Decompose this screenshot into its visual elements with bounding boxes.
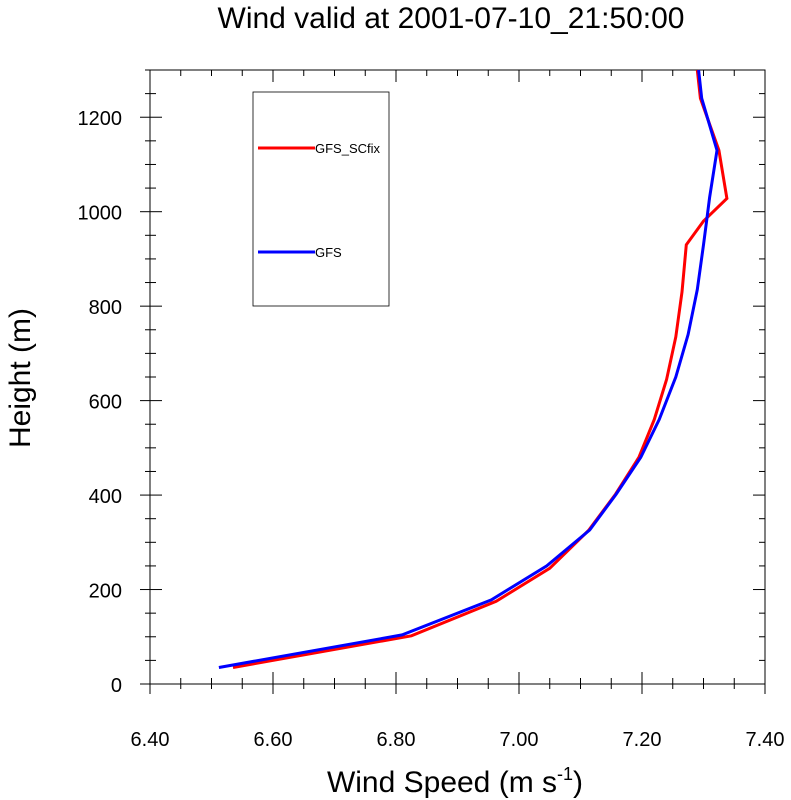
x-tick-label: 7.00 (500, 729, 539, 751)
x-tick-label: 6.60 (254, 729, 293, 751)
x-tick-label: 7.20 (623, 729, 662, 751)
chart-title: Wind valid at 2001-07-10_21:50:00 (218, 2, 685, 35)
x-tick-label: 7.40 (746, 729, 785, 751)
axis-ticks: 6.40 6.60 6.80 7.00 7.20 7.40 0 200 400 600 800 100… (78, 69, 785, 751)
legend: GFS_SCfix GFS (258, 141, 381, 260)
y-tick-label: 0 (111, 675, 122, 697)
y-tick-label: 200 (89, 581, 122, 603)
y-tick-label: 400 (89, 486, 122, 508)
y-tick-label: 800 (89, 297, 122, 319)
y-tick-label: 1000 (78, 203, 123, 225)
series-lines (218, 69, 729, 669)
x-tick-label: 6.40 (131, 729, 170, 751)
legend-label: GFS_SCfix (315, 141, 381, 156)
plot-frame (149, 69, 766, 685)
y-axis-title: Height (m) (4, 308, 37, 448)
legend-label: GFS (315, 245, 342, 260)
series-line-gfs (218, 69, 719, 669)
legend-box (252, 91, 390, 307)
y-tick-label: 1200 (78, 108, 123, 130)
series-line-gfs-scfix (232, 69, 729, 669)
x-tick-label: 6.80 (377, 729, 416, 751)
x-axis-title-superscript: -1 (557, 764, 573, 784)
x-axis-title: Wind Speed (m s-1) (327, 764, 583, 799)
y-tick-label: 600 (89, 392, 122, 414)
